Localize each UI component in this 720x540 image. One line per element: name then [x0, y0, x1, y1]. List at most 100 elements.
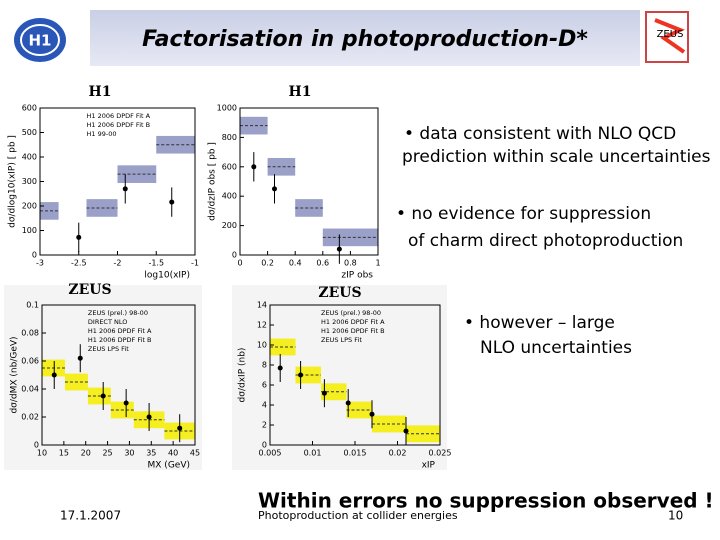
data-point: [76, 234, 82, 240]
y-tick-label: 400: [222, 192, 237, 201]
x-tick-label: -1: [191, 259, 199, 268]
data-point: [77, 355, 83, 361]
data-point: [403, 428, 409, 434]
x-tick-label: 45: [190, 449, 200, 458]
plot-label: ZEUS: [68, 282, 111, 298]
data-point: [51, 372, 57, 378]
y-axis-label: dσ/dMX (nb/GeV): [10, 336, 20, 413]
bullet-text: of charm direct photoproduction: [408, 231, 683, 251]
x-axis-label: xIP: [422, 461, 436, 471]
data-point: [251, 164, 257, 170]
legend-entry: ZEUS LPS Fit: [88, 345, 129, 353]
y-tick-label: 300: [22, 177, 37, 186]
uncertainty-band: [40, 202, 59, 220]
x-tick-label: 0.02: [389, 449, 407, 458]
x-tick-label: -1.5: [148, 259, 164, 268]
bullet-text: NLO uncertainties: [480, 338, 632, 358]
x-tick-label: 0.2: [261, 259, 274, 268]
legend-entry: ZEUS (prel.) 98-00: [321, 309, 381, 317]
y-tick-label: 0.08: [21, 329, 39, 338]
x-tick-label: -2: [114, 259, 122, 268]
footer-subtitle: Photoproduction at collider energies: [258, 509, 458, 522]
h1-logo-ring: [20, 24, 60, 56]
y-tick-label: 200: [22, 202, 37, 211]
x-tick-label: 40: [168, 449, 178, 458]
y-tick-label: 600: [222, 162, 237, 171]
x-tick-label: -3: [36, 259, 44, 268]
x-tick-label: 0.8: [344, 259, 357, 268]
legend-entry: H1 99-00: [87, 130, 117, 138]
legend-entry: H1 2006 DPDF Fit B: [87, 121, 151, 129]
y-tick-label: 1000: [217, 104, 237, 113]
bullet-text: • however – large: [464, 313, 615, 333]
x-tick-label: 0.025: [429, 449, 452, 458]
x-tick-label: 25: [102, 449, 112, 458]
y-tick-label: 800: [222, 133, 237, 142]
y-tick-label: 0: [262, 441, 267, 450]
y-tick-label: 6: [262, 381, 267, 390]
x-tick-label: 35: [146, 449, 156, 458]
data-point: [272, 186, 277, 192]
x-tick-label: 10: [37, 449, 47, 458]
y-tick-label: 14: [257, 301, 267, 310]
x-tick-label: 0.005: [259, 449, 282, 458]
plot-label: H1: [89, 84, 112, 100]
legend-entry: H1 2006 DPDF Fit B: [321, 327, 385, 335]
title: Factorisation in photoproduction-D*: [142, 27, 588, 52]
zeus-logo-bolt: [654, 18, 686, 54]
y-tick-label: 0.02: [21, 413, 39, 422]
data-point: [277, 365, 283, 371]
data-point: [336, 246, 342, 252]
plot-frame: [239, 107, 379, 256]
y-tick-label: 12: [257, 321, 267, 330]
data-point: [100, 393, 106, 399]
y-tick-label: 4: [262, 401, 267, 410]
legend-entry: DIRECT NLO: [88, 318, 128, 326]
footer-date: 17.1.2007: [60, 509, 121, 523]
legend-entry: ZEUS (prel.) 98-00: [88, 309, 148, 317]
x-tick-label: 30: [124, 449, 134, 458]
legend-entry: H1 2006 DPDF Fit A: [87, 112, 151, 120]
x-tick-label: 0.6: [316, 259, 329, 268]
y-tick-label: 0.04: [21, 385, 39, 394]
x-axis-label: zIP obs: [341, 271, 373, 281]
data-point: [146, 414, 152, 420]
y-tick-label: 100: [22, 226, 37, 235]
y-tick-label: 0: [232, 251, 237, 260]
data-point: [123, 400, 129, 406]
y-axis-label: dσ/dxIP (nb): [238, 348, 248, 403]
h1-logo-text: H1: [29, 32, 52, 50]
x-tick-label: 1: [375, 259, 380, 268]
conclusion: Within errors no suppression observed !: [258, 489, 714, 513]
legend-entry: H1 2006 DPDF Fit A: [321, 318, 385, 326]
uncertainty-band: [295, 199, 323, 217]
x-tick-label: -2.5: [71, 259, 87, 268]
footer-page: 10: [668, 509, 683, 523]
x-tick-label: 0.01: [304, 449, 322, 458]
y-tick-label: 400: [22, 153, 37, 162]
data-point: [369, 411, 375, 417]
legend-entry: ZEUS LPS Fit: [321, 336, 362, 344]
y-tick-label: 0.1: [26, 301, 39, 310]
x-tick-label: 15: [59, 449, 69, 458]
data-point: [345, 400, 351, 406]
y-tick-label: 10: [257, 341, 267, 350]
x-axis-label: MX (GeV): [148, 461, 190, 471]
y-tick-label: 500: [22, 128, 37, 137]
bullet-text: • data consistent with NLO QCD: [404, 124, 676, 144]
legend-entry: H1 2006 DPDF Fit A: [88, 327, 152, 335]
x-axis-label: log10(xIP): [144, 271, 190, 281]
uncertainty-band: [117, 165, 157, 183]
plot-label: ZEUS: [318, 285, 361, 301]
y-tick-label: 2: [262, 421, 267, 430]
x-tick-label: 0: [237, 259, 242, 268]
plot-frame: [41, 304, 196, 446]
plot-label: H1: [289, 84, 312, 100]
bullet-text: • no evidence for suppression: [396, 204, 651, 224]
uncertainty-band: [240, 116, 268, 135]
uncertainty-band: [156, 135, 195, 154]
data-point: [177, 425, 183, 431]
uncertainty-band: [267, 157, 296, 176]
x-tick-label: 0.015: [344, 449, 367, 458]
